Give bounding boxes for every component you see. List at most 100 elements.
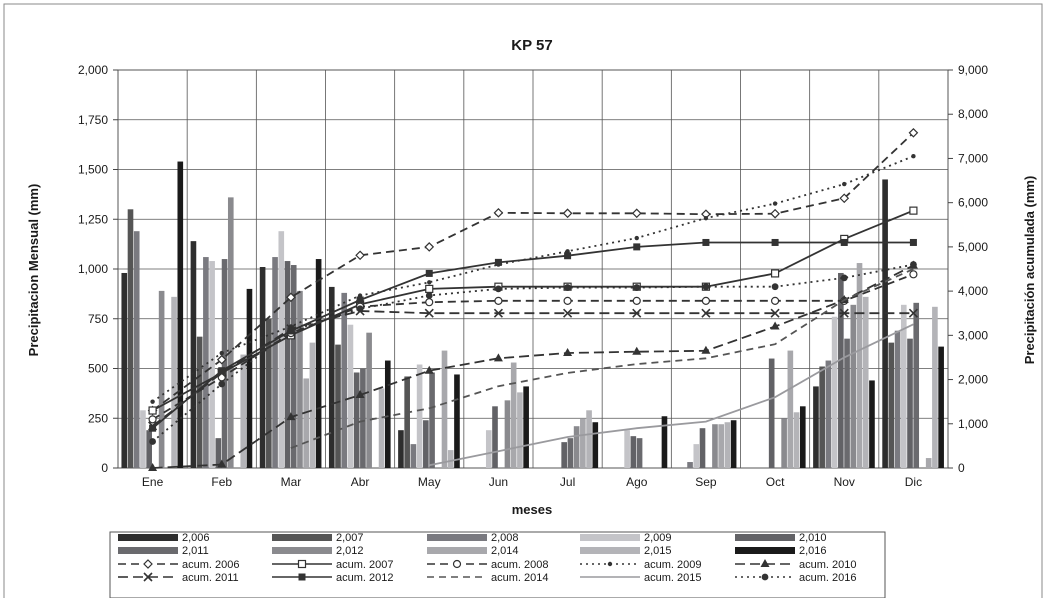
- line-marker: [701, 296, 711, 305]
- line-marker: [564, 284, 571, 291]
- y2-axis-label: Precipitación acumulada (mm): [1022, 176, 1037, 365]
- line-marker: [148, 415, 157, 424]
- y2-tick-label: 7,000: [958, 151, 988, 165]
- bar: [718, 424, 724, 468]
- y-tick-label: 1,000: [78, 262, 108, 276]
- bar: [894, 330, 901, 468]
- cumulative-line: [290, 268, 914, 449]
- line-marker: [355, 390, 365, 399]
- x-tick-label: Abr: [351, 475, 370, 489]
- line-marker: [425, 292, 433, 299]
- line-marker: [286, 292, 296, 303]
- bar: [504, 400, 511, 468]
- line-marker: [148, 406, 157, 415]
- y2-tick-label: 9,000: [958, 63, 988, 77]
- legend-swatch: [118, 534, 178, 541]
- x-tick-label: May: [418, 475, 441, 489]
- line-marker: [908, 127, 919, 138]
- bar: [813, 386, 819, 468]
- bar: [227, 197, 234, 469]
- legend-swatch: [272, 547, 332, 554]
- legend-label: 2,016: [799, 545, 827, 557]
- bar: [384, 360, 391, 468]
- line-marker: [770, 269, 780, 278]
- line-marker: [424, 308, 434, 318]
- bar: [309, 342, 316, 468]
- bar: [510, 362, 517, 468]
- line-marker: [632, 296, 641, 305]
- line-marker: [772, 201, 778, 206]
- bar: [938, 346, 944, 468]
- line-marker: [427, 280, 432, 285]
- y2-tick-label: 1,000: [958, 417, 988, 431]
- y2-tick-label: 0: [958, 461, 965, 475]
- line-marker: [143, 572, 153, 582]
- line-marker: [702, 283, 710, 291]
- bar: [398, 430, 404, 468]
- line-marker: [563, 296, 572, 305]
- bar: [353, 372, 360, 468]
- bar: [272, 257, 278, 468]
- line-marker: [840, 238, 848, 246]
- line-marker: [701, 308, 711, 318]
- line-marker: [909, 270, 918, 279]
- cumulative-line: [152, 132, 915, 412]
- bar: [303, 378, 309, 468]
- legend-label: 2,014: [491, 545, 519, 557]
- bar: [687, 462, 693, 468]
- y2-tick-label: 6,000: [958, 196, 988, 210]
- bar: [561, 442, 567, 468]
- y-tick-label: 1,250: [78, 212, 108, 226]
- bar: [768, 358, 775, 468]
- bar: [730, 420, 737, 468]
- line-marker: [771, 238, 779, 246]
- x-tick-label: Jun: [489, 475, 508, 489]
- legend-box: [109, 531, 886, 598]
- bar: [580, 418, 586, 468]
- bar: [315, 259, 322, 468]
- bar: [410, 444, 417, 468]
- legend-label: acum. 2006: [182, 559, 239, 571]
- legend-label: acum. 2011: [182, 572, 239, 584]
- bar: [246, 288, 253, 468]
- line-marker: [634, 235, 639, 241]
- y-tick-label: 250: [88, 411, 108, 425]
- bar: [240, 354, 247, 468]
- legend-label: acum. 2010: [799, 559, 856, 571]
- bar: [423, 420, 429, 468]
- legend-swatch: [118, 547, 178, 554]
- line-marker: [632, 346, 642, 355]
- line-marker: [424, 365, 434, 374]
- line-marker: [493, 207, 504, 218]
- bar: [900, 304, 907, 468]
- line-marker: [701, 345, 711, 354]
- line-marker: [217, 459, 227, 468]
- bar: [913, 302, 920, 468]
- line-marker: [839, 308, 849, 318]
- bar: [485, 430, 492, 468]
- bar: [441, 350, 448, 468]
- line-marker: [149, 424, 157, 432]
- bar: [140, 410, 146, 468]
- line-marker: [150, 399, 155, 404]
- bar: [454, 374, 460, 468]
- y-tick-label: 2,000: [78, 63, 108, 77]
- axes: 0 250 500 750 1,000 1,250 1,500 1,750 2,000 0 1,00…: [78, 63, 988, 489]
- y2-tick-label: 3,000: [958, 328, 988, 342]
- cumulative-line: [429, 323, 914, 467]
- y-tick-label: 0: [101, 461, 108, 475]
- x-tick-label: Sep: [695, 475, 717, 489]
- line-marker: [909, 238, 917, 246]
- y-tick-label: 750: [88, 312, 108, 326]
- line-marker: [494, 258, 502, 266]
- line-marker: [356, 296, 364, 304]
- cumulative-line: [152, 264, 914, 469]
- bar: [378, 388, 385, 468]
- line-marker: [702, 238, 710, 246]
- legend-swatch: [427, 547, 487, 554]
- bar: [787, 350, 794, 468]
- bar: [127, 209, 134, 469]
- line-marker: [703, 215, 709, 221]
- line-marker: [425, 284, 434, 293]
- x-tick-label: Ago: [626, 475, 648, 489]
